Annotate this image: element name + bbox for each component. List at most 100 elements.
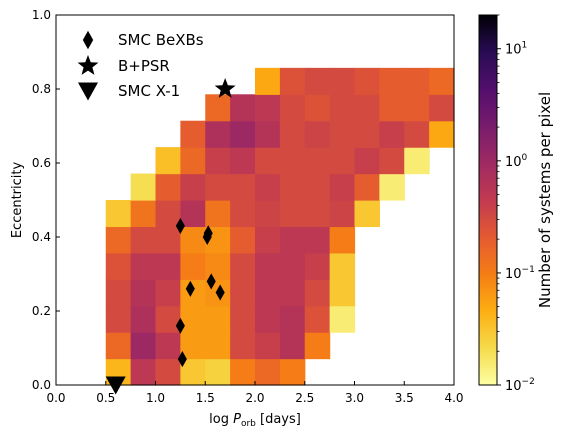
x-tick-label: 1.0 — [146, 391, 165, 405]
heatmap-cell — [255, 358, 281, 386]
x-tick-label: 4.0 — [444, 391, 463, 405]
heatmap-cell — [304, 67, 331, 95]
heatmap-cell — [279, 147, 306, 175]
heatmap-cell — [279, 94, 306, 122]
heatmap-cell — [155, 226, 181, 254]
heatmap-cell — [155, 173, 181, 201]
triangle-down-marker — [78, 82, 98, 101]
heatmap-cell — [429, 94, 455, 122]
legend-label: SMC BeXBs — [118, 31, 204, 49]
legend-item: SMC BeXBs — [82, 30, 204, 50]
heatmap-cell — [304, 120, 331, 148]
heatmap-cell — [205, 200, 231, 228]
legend-label: SMC X-1 — [118, 82, 180, 100]
heatmap-cell — [329, 67, 356, 95]
y-tick-label: 1.0 — [32, 8, 51, 22]
heatmap-cell — [304, 147, 331, 175]
heatmap-cell — [130, 279, 157, 307]
heatmap-cell — [130, 226, 157, 254]
heatmap-cell — [255, 173, 281, 201]
heatmap-cell — [155, 200, 181, 228]
legend-item: SMC X-1 — [78, 82, 180, 101]
heatmap-cell — [205, 94, 231, 122]
heatmap-cell — [230, 200, 256, 228]
diamond-marker — [215, 284, 225, 301]
heatmap-cell — [155, 305, 181, 333]
heatmap-cell — [155, 358, 181, 386]
heatmap-cell — [379, 67, 405, 95]
heatmap-cell — [279, 67, 306, 95]
diamond-marker — [177, 351, 187, 368]
heatmap-cell — [180, 200, 206, 228]
heatmap-cell — [180, 226, 206, 254]
heatmap-cell — [255, 332, 281, 360]
y-axis: 0.0 0.2 0.4 0.6 0.8 1.0 — [32, 8, 60, 392]
heatmap-cell — [155, 147, 181, 175]
heatmap-cell — [105, 200, 132, 228]
colorbar-label: Number of systems per pixel — [536, 92, 554, 308]
heatmap-cell — [255, 305, 281, 333]
heatmap-cell — [180, 147, 206, 175]
heatmap-cell — [279, 305, 306, 333]
heatmap-cell — [279, 279, 306, 307]
x-axis: 0.0 0.5 1.0 1.5 2.0 2.5 3.0 3.5 4.0 — [46, 381, 464, 405]
heatmap-cell — [304, 279, 331, 307]
heatmap-cell — [180, 173, 206, 201]
diamond-marker — [206, 273, 216, 290]
heatmap-cell — [404, 120, 430, 148]
heatmap-cell — [279, 252, 306, 280]
colorbar-tick-label: 10−2 — [505, 377, 535, 394]
heatmap-cell — [354, 173, 380, 201]
heatmap-cell — [155, 252, 181, 280]
heatmap-cell — [230, 94, 256, 122]
diamond-marker — [175, 317, 185, 334]
colorbar-tick-label: 10−1 — [505, 265, 535, 282]
heatmap-cell — [255, 200, 281, 228]
heatmap-cell — [130, 305, 157, 333]
heatmap-cell — [304, 200, 331, 228]
star-marker — [77, 55, 99, 75]
heatmap-cell — [329, 226, 356, 254]
heatmap-cell — [354, 120, 380, 148]
heatmap-cell — [304, 332, 331, 360]
x-tick-label: 0.5 — [96, 391, 115, 405]
heatmap-cell — [230, 120, 256, 148]
heatmap-cell — [255, 120, 281, 148]
heatmap-cell — [230, 147, 256, 175]
heatmap-cell — [379, 147, 405, 175]
heatmap-cell — [304, 305, 331, 333]
heatmap-cell — [205, 305, 231, 333]
heatmap-cell — [429, 67, 455, 95]
heatmap-cell — [354, 200, 380, 228]
heatmap-cell — [429, 120, 455, 148]
heatmap-cell — [379, 94, 405, 122]
heatmap-cell — [205, 173, 231, 201]
heatmap-cell — [404, 147, 430, 175]
heatmap-cells — [105, 67, 455, 386]
heatmap-cell — [180, 252, 206, 280]
legend: SMC BeXBs B+PSR SMC X-1 — [77, 30, 204, 101]
y-axis-label: Eccentricity — [10, 162, 25, 239]
heatmap-cell — [329, 147, 356, 175]
heatmap-cell — [255, 147, 281, 175]
colorbar-tick-label: 100 — [505, 153, 528, 170]
heatmap-cell — [279, 332, 306, 360]
y-tick-label: 0.4 — [32, 230, 51, 244]
heatmap-cell — [180, 279, 206, 307]
heatmap-cell — [329, 173, 356, 201]
heatmap-cell — [279, 226, 306, 254]
heatmap-cell — [230, 332, 256, 360]
x-tick-label: 0.0 — [46, 391, 65, 405]
heatmap-cell — [304, 226, 331, 254]
heatmap-cell — [230, 305, 256, 333]
heatmap-cell — [255, 226, 281, 254]
heatmap-cell — [329, 200, 356, 228]
heatmap-cell — [130, 358, 157, 386]
heatmap-cell — [279, 120, 306, 148]
heatmap-cell — [255, 94, 281, 122]
heatmap-cell — [329, 94, 356, 122]
x-tick-label: 2.0 — [245, 391, 264, 405]
heatmap-cell — [205, 252, 231, 280]
heatmap-cell — [205, 120, 231, 148]
heatmap-cell — [105, 226, 132, 254]
